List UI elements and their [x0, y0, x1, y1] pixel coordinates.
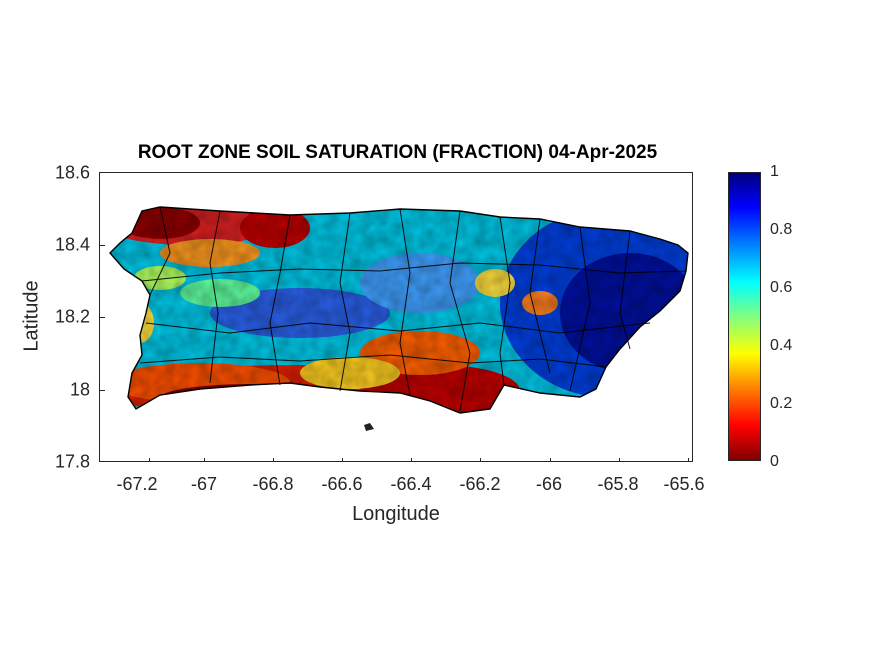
colorbar-tick-label: 0.4 [770, 337, 793, 354]
x-tick-label: -66.4 [390, 474, 432, 494]
municipality-borders [139, 206, 687, 412]
y-tick-label: 18.6 [54, 162, 90, 183]
colorbar-tick-label: 0.6 [770, 279, 793, 296]
y-tick-label: 18.2 [54, 306, 90, 327]
x-tick-label: -65.8 [597, 474, 639, 494]
soil-saturation-map [100, 206, 689, 461]
x-tick-label: -66.6 [321, 474, 363, 494]
y-tick-label: 17.8 [54, 451, 90, 472]
x-tick-label: -66 [535, 474, 563, 494]
colorbar-tick-label: 0.2 [770, 395, 793, 412]
island-vieques-marker [364, 423, 374, 431]
y-tick-label: 18 [69, 379, 90, 400]
x-tick-label: -67 [190, 474, 218, 494]
x-tick-marks [149, 458, 689, 461]
island-outline [109, 206, 689, 414]
y-tick-label: 18.4 [54, 234, 90, 255]
y-axis-label: Latitude [20, 280, 43, 352]
colorbar-tick-label: 0.8 [770, 221, 793, 238]
y-tick-marks [100, 245, 105, 391]
colorbar [728, 172, 761, 461]
colorbar-tick-label: 1 [770, 163, 779, 180]
x-tick-label: -67.2 [116, 474, 158, 494]
x-axis-label: Longitude [352, 503, 440, 525]
x-tick-label: -66.8 [252, 474, 294, 494]
map-title: ROOT ZONE SOIL SATURATION (FRACTION) 04-… [137, 142, 658, 163]
map-plot-area [99, 172, 693, 462]
x-tick-label: -66.2 [459, 474, 501, 494]
x-tick-label: -65.6 [663, 474, 705, 494]
colorbar-tick-label: 0 [770, 453, 779, 470]
